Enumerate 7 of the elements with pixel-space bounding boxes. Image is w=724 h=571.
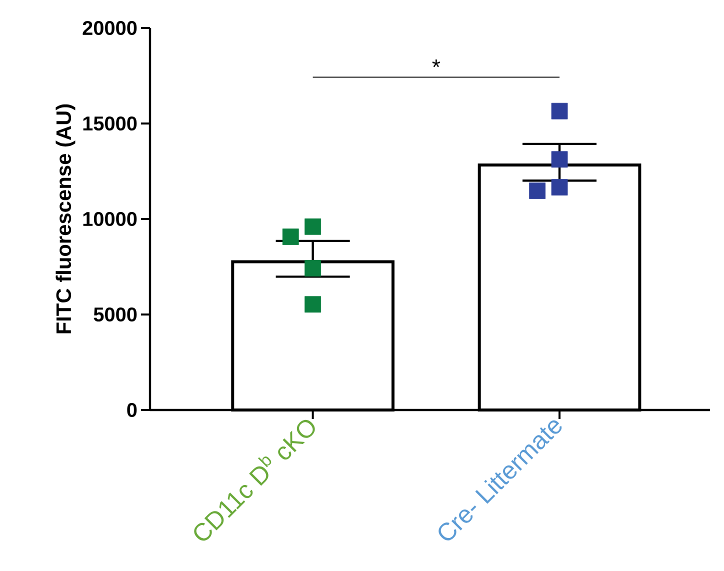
y-tick-label: 5000 bbox=[94, 307, 137, 322]
annotation: * bbox=[432, 59, 440, 68]
y-tick-label: 20000 bbox=[82, 20, 137, 36]
y-tick-label: 0 bbox=[127, 402, 137, 418]
y-tick-label: 10000 bbox=[83, 212, 137, 226]
y-axis-title: FITC fluorescense (AU) bbox=[56, 104, 76, 334]
y-tick-label: 15000 bbox=[83, 116, 137, 131]
